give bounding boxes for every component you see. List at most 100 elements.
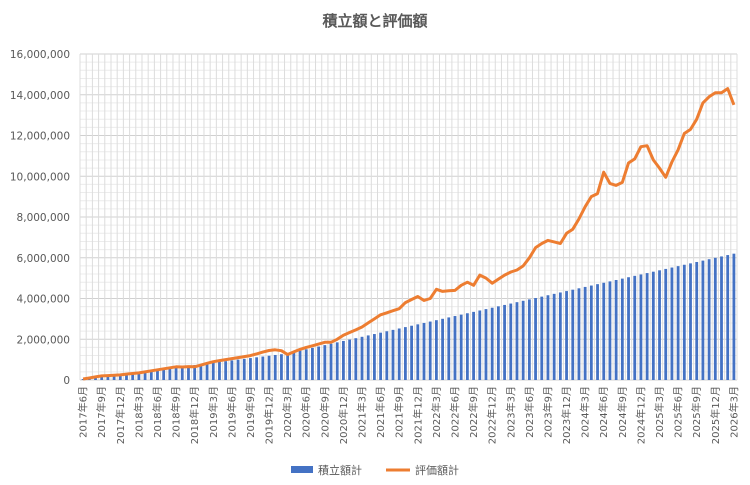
bar-contribution: [280, 354, 283, 380]
bar-contribution: [484, 309, 488, 380]
bar-contribution: [249, 358, 252, 380]
bar-contribution: [639, 274, 643, 380]
bar-contribution: [534, 298, 537, 380]
y-tick-label: 16,000,000: [10, 49, 70, 61]
x-tick-label: 2024年6月: [597, 386, 610, 438]
bar-contribution: [106, 375, 110, 380]
legend-label-valuation: 評価額計: [415, 463, 459, 477]
x-tick-label: 2020年6月: [300, 386, 313, 438]
x-tick-label: 2023年3月: [504, 386, 517, 438]
bar-contribution: [472, 311, 475, 380]
bar-contribution: [620, 278, 624, 380]
x-tick-label: 2023年9月: [541, 386, 554, 438]
bar-contribution: [391, 329, 395, 380]
x-tick-label: 2021年3月: [356, 386, 369, 438]
bar-contribution: [174, 367, 178, 380]
x-tick-label: 2024年12月: [634, 386, 647, 444]
bar-contribution: [292, 352, 296, 380]
x-tick-label: 2020年9月: [318, 386, 331, 438]
bar-contribution: [100, 376, 104, 380]
bar-contribution: [131, 372, 135, 380]
x-axis-ticks: 2017年6月 2017年9月 2017年12月 2018年3月 2018年6月 2018…: [77, 386, 741, 444]
bar-contribution: [261, 356, 265, 380]
bar-contribution: [348, 339, 352, 380]
bar-contribution: [273, 354, 277, 380]
bar-contribution: [732, 253, 736, 380]
x-tick-label: 2025年12月: [709, 386, 722, 444]
bar-contribution: [137, 372, 141, 380]
bar-contribution: [558, 292, 562, 380]
chart-title: 積立額と評価額: [321, 12, 427, 30]
bar-contribution: [373, 334, 376, 380]
bar-contribution: [125, 373, 128, 380]
bar-contribution: [335, 342, 339, 380]
x-tick-label: 2023年12月: [560, 386, 573, 444]
x-tick-label: 2018年6月: [151, 386, 164, 438]
x-tick-label: 2019年12月: [263, 386, 276, 444]
bar-contribution: [701, 260, 705, 380]
bar-contribution: [143, 371, 147, 380]
y-tick-label: 6,000,000: [17, 253, 70, 265]
x-tick-label: 2025年6月: [672, 386, 685, 438]
bar-contribution: [540, 296, 544, 380]
x-tick-label: 2019年3月: [207, 386, 220, 438]
bar-contribution: [658, 270, 661, 380]
bar-contribution: [267, 355, 271, 380]
x-tick-label: 2025年3月: [653, 386, 666, 438]
bar-contribution: [496, 306, 500, 380]
bar-contribution: [211, 362, 215, 380]
bar-contribution: [509, 303, 513, 380]
bar-contribution: [255, 357, 259, 380]
bar-contribution: [236, 359, 240, 380]
gridlines: [79, 53, 738, 381]
x-tick-label: 2021年12月: [411, 386, 424, 444]
bar-contribution: [168, 368, 172, 380]
legend-label-contributions: 積立額計: [318, 463, 362, 477]
bar-contribution: [422, 322, 426, 380]
bar-contribution: [410, 325, 413, 380]
x-tick-label: 2022年6月: [448, 386, 461, 438]
x-tick-label: 2019年6月: [225, 386, 238, 438]
bar-contribution: [416, 324, 420, 380]
bar-contribution: [465, 313, 469, 380]
bar-contribution: [112, 375, 116, 380]
bar-contribution: [81, 378, 85, 380]
x-tick-label: 2022年9月: [467, 386, 480, 438]
bar-contribution: [199, 364, 203, 380]
bar-contribution: [546, 295, 550, 380]
valuation-line: [82, 87, 736, 381]
bar-contribution: [571, 289, 575, 380]
bar-contribution: [713, 257, 717, 380]
bar-contribution: [317, 346, 321, 380]
y-tick-label: 4,000,000: [17, 294, 70, 306]
bar-contribution: [286, 353, 290, 380]
x-tick-label: 2020年3月: [281, 386, 294, 438]
bar-contribution: [397, 328, 401, 380]
bar-contribution: [552, 293, 556, 380]
x-tick-label: 2025年9月: [690, 386, 703, 438]
bar-contribution: [565, 291, 568, 380]
bar-contribution: [670, 267, 674, 380]
bar-contribution: [695, 261, 699, 380]
bar-contribution: [664, 268, 668, 380]
bar-contribution: [366, 335, 370, 380]
bar-contribution: [149, 370, 153, 380]
x-tick-label: 2023年6月: [523, 386, 536, 438]
bar-contribution: [311, 347, 314, 380]
bar-contribution: [608, 281, 612, 380]
bar-contribution: [521, 300, 525, 380]
x-tick-label: 2022年12月: [486, 386, 499, 444]
bar-contribution: [577, 288, 581, 380]
bar-contribution: [627, 277, 630, 380]
bar-contribution: [360, 336, 364, 380]
x-tick-label: 2017年12月: [114, 386, 127, 444]
bar-contribution: [428, 321, 432, 380]
bar-contribution: [156, 369, 159, 380]
bar-contribution: [385, 331, 389, 380]
bar-contribution: [162, 368, 166, 380]
bar-contribution: [205, 363, 209, 380]
x-tick-label: 2021年6月: [374, 386, 387, 438]
bar-contribution: [726, 255, 730, 380]
bar-contribution: [602, 282, 606, 380]
bar-contribution: [180, 366, 184, 380]
